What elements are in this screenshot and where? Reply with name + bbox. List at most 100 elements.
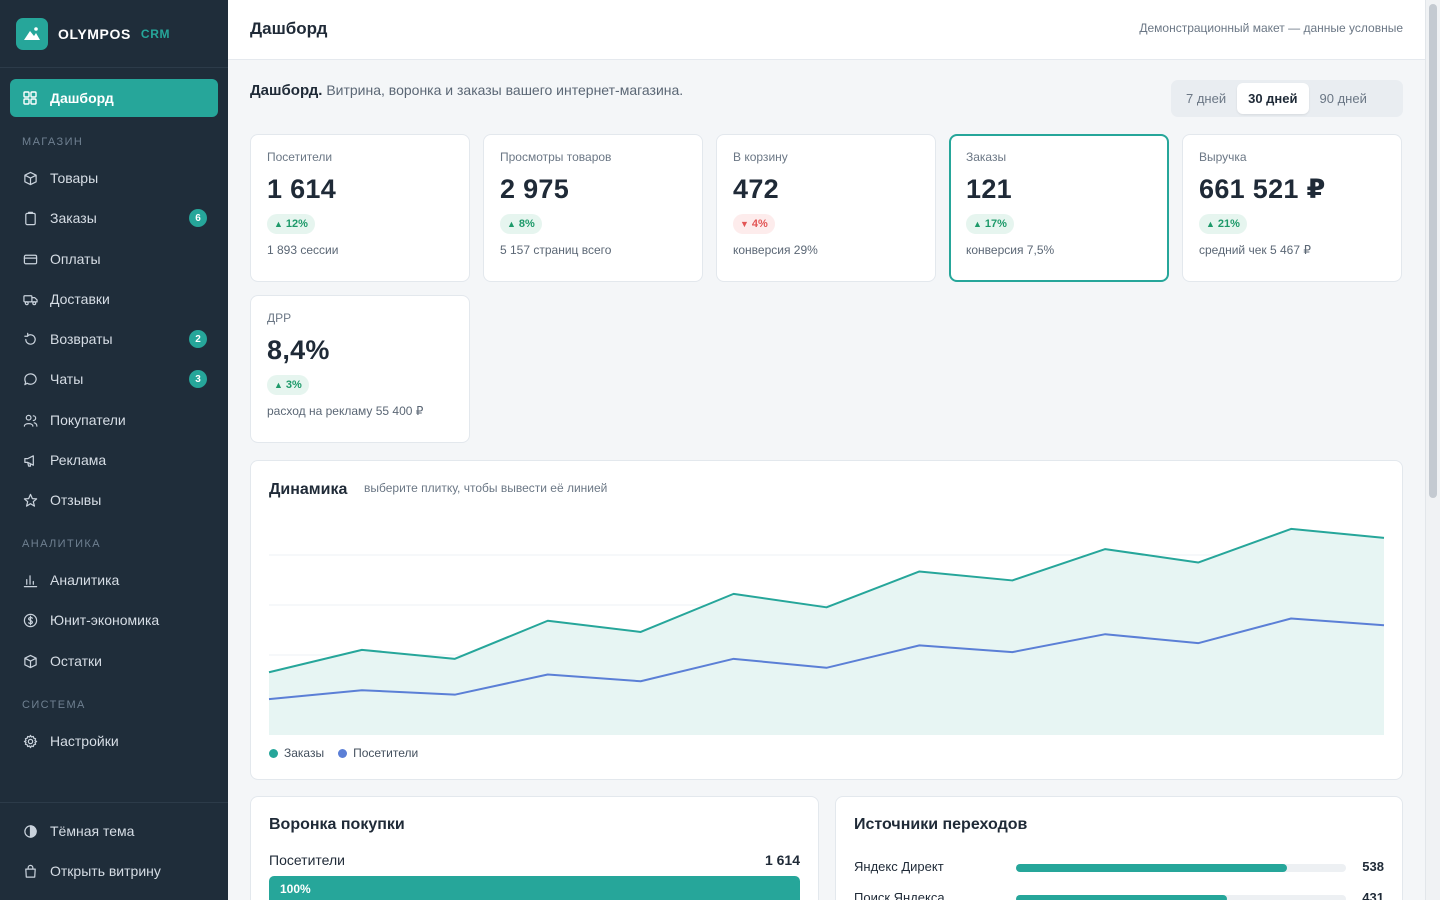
page-scrollbar[interactable] bbox=[1425, 0, 1440, 900]
legend-item-orders[interactable]: Заказы bbox=[269, 746, 324, 760]
kpi-delta-badge: ▲ 21% bbox=[1199, 214, 1247, 234]
sidebar-item-shop-7[interactable]: Реклама bbox=[10, 443, 218, 477]
brand-logo[interactable]: OLYMPOS CRM bbox=[0, 0, 228, 68]
sidebar-item-label: Юнит-экономика bbox=[50, 612, 160, 628]
sidebar-item-label: Тёмная тема bbox=[50, 823, 135, 839]
source-bar-fill bbox=[1016, 864, 1287, 872]
users-icon bbox=[22, 412, 38, 428]
legend-label-visitors: Посетители bbox=[353, 746, 419, 760]
sidebar-section-analytics: АНАЛИТИКА bbox=[22, 538, 101, 550]
period-30-days-button[interactable]: 30 дней bbox=[1237, 83, 1309, 114]
sidebar-item-analytics-0[interactable]: Аналитика bbox=[10, 563, 218, 597]
sidebar-item-analytics-2[interactable]: Остатки bbox=[10, 644, 218, 678]
kpi-delta-value: 17% bbox=[984, 218, 1007, 230]
sidebar-item-label: Заказы bbox=[50, 210, 97, 226]
source-bar-track bbox=[1016, 864, 1346, 872]
sidebar-item-shop-1[interactable]: Заказы 6 bbox=[10, 201, 218, 235]
period-90-days-button[interactable]: 90 дней bbox=[1319, 91, 1367, 106]
chart-area-orders bbox=[269, 528, 1384, 735]
sidebar-item-label: Отзывы bbox=[50, 492, 102, 508]
star-icon bbox=[22, 492, 38, 508]
sidebar-item-shop-6[interactable]: Покупатели bbox=[10, 403, 218, 437]
megaphone-icon bbox=[22, 452, 38, 468]
source-value: 431 bbox=[1362, 890, 1384, 900]
truck-icon bbox=[22, 291, 38, 307]
dynamics-chart bbox=[268, 527, 1385, 735]
chart-hint: выберите плитку, чтобы вывести её линией bbox=[364, 481, 608, 495]
sidebar-item-shop-8[interactable]: Отзывы bbox=[10, 483, 218, 517]
dark-theme-toggle[interactable]: Тёмная тема bbox=[10, 814, 218, 848]
kpi-card-visitors[interactable]: Посетители 1 614 ▲ 12% 1 893 сессии bbox=[250, 134, 470, 282]
sidebar-item-label: Аналитика bbox=[50, 572, 120, 588]
sidebar-item-label: Чаты bbox=[50, 371, 84, 387]
kpi-label: Заказы bbox=[966, 150, 1007, 164]
kpi-card-product-views[interactable]: Просмотры товаров 2 975 ▲ 8% 5 157 страниц в… bbox=[483, 134, 703, 282]
sidebar-item-label: Товары bbox=[50, 170, 99, 186]
kpi-value: 2 975 bbox=[500, 174, 570, 204]
sidebar-item-label: Реклама bbox=[50, 452, 107, 468]
sidebar-section-system: СИСТЕМА bbox=[22, 699, 86, 711]
kpi-delta-badge: ▲ 12% bbox=[267, 214, 315, 234]
legend-dot-orders bbox=[269, 748, 278, 758]
kpi-delta-value: 8% bbox=[518, 218, 535, 230]
count-badge: 2 bbox=[189, 330, 207, 348]
trend-down-icon: ▼ bbox=[740, 219, 749, 229]
kpi-card-orders[interactable]: Заказы 121 ▲ 17% конверсия 7,5% bbox=[949, 134, 1169, 282]
sidebar-footer bbox=[0, 802, 228, 803]
kpi-card-add-to-cart[interactable]: В корзину 472 ▼ 4% конверсия 29% bbox=[716, 134, 936, 282]
kpi-label: ДРР bbox=[267, 311, 292, 325]
clipboard-icon bbox=[22, 210, 38, 226]
kpi-label: В корзину bbox=[733, 150, 788, 164]
trend-up-icon: ▲ bbox=[274, 380, 283, 390]
box-icon bbox=[22, 653, 38, 669]
funnel-bar: 100% bbox=[269, 876, 800, 900]
sidebar-item-analytics-1[interactable]: Юнит-экономика bbox=[10, 603, 218, 637]
legend-item-visitors[interactable]: Посетители bbox=[338, 746, 418, 760]
sidebar-item-shop-3[interactable]: Доставки bbox=[10, 282, 218, 316]
funnel-row-value: 1 614 bbox=[764, 852, 800, 868]
contrast-icon bbox=[22, 823, 38, 839]
chart-line-orders[interactable] bbox=[268, 527, 1385, 674]
grid-icon bbox=[22, 90, 38, 106]
sidebar-item-label: Возвраты bbox=[50, 331, 113, 347]
intro-text: Дашборд. Витрина, воронка и заказы вашег… bbox=[250, 82, 683, 99]
source-bar-track bbox=[1016, 895, 1346, 900]
sidebar-item-label: Дашборд bbox=[50, 90, 114, 106]
kpi-delta-value: 12% bbox=[285, 218, 308, 230]
sidebar-item-dashboard[interactable]: Дашборд bbox=[10, 79, 218, 117]
kpi-value: 472 bbox=[733, 174, 779, 204]
sidebar-item-shop-4[interactable]: Возвраты 2 bbox=[10, 322, 218, 356]
kpi-value: 8,4% bbox=[267, 335, 330, 365]
kpi-value: 661 521 ₽ bbox=[1199, 174, 1326, 204]
sidebar-item-shop-2[interactable]: Оплаты bbox=[10, 242, 218, 276]
intro-title: Дашборд. bbox=[250, 82, 323, 99]
kpi-card-drr[interactable]: ДРР 8,4% ▲ 3% расход на рекламу 55 400 ₽ bbox=[250, 295, 470, 443]
brand-tag: CRM bbox=[140, 26, 171, 41]
kpi-delta-badge: ▲ 3% bbox=[267, 375, 309, 395]
sidebar-item-label: Оплаты bbox=[50, 251, 101, 267]
period-7-days-button[interactable]: 7 дней bbox=[1186, 91, 1227, 106]
kpi-card-revenue[interactable]: Выручка 661 521 ₽ ▲ 21% средний чек 5 467 ₽ bbox=[1182, 134, 1402, 282]
chart-legend: Заказы Посетители bbox=[269, 746, 432, 760]
period-switcher: 7 дней 30 дней 90 дней bbox=[1171, 80, 1403, 117]
kpi-label: Выручка bbox=[1199, 150, 1247, 164]
open-storefront-link[interactable]: Открыть витрину bbox=[10, 854, 218, 888]
sidebar-item-label: Остатки bbox=[50, 653, 102, 669]
chart-line-visitors[interactable] bbox=[268, 617, 1385, 701]
chat-icon bbox=[22, 371, 38, 387]
sidebar-item-shop-0[interactable]: Товары bbox=[10, 161, 218, 195]
scrollbar-thumb[interactable] bbox=[1429, 4, 1437, 498]
dynamics-chart-card: Динамика выберите плитку, чтобы вывести … bbox=[250, 460, 1403, 780]
kpi-subtext: средний чек 5 467 ₽ bbox=[1199, 243, 1311, 257]
gear-icon bbox=[22, 733, 38, 749]
credit-card-icon bbox=[22, 251, 38, 267]
demo-note: Демонстрационный макет — данные условные bbox=[1139, 21, 1403, 35]
source-label: Яндекс Директ bbox=[854, 859, 944, 874]
sidebar-item-system-0[interactable]: Настройки bbox=[10, 724, 218, 758]
kpi-delta-badge: ▼ 4% bbox=[733, 214, 775, 234]
refresh-icon bbox=[22, 331, 38, 347]
sidebar-item-label: Настройки bbox=[50, 733, 119, 749]
kpi-label: Посетители bbox=[267, 150, 333, 164]
sidebar-item-label: Покупатели bbox=[50, 412, 126, 428]
sidebar-item-shop-5[interactable]: Чаты 3 bbox=[10, 362, 218, 396]
